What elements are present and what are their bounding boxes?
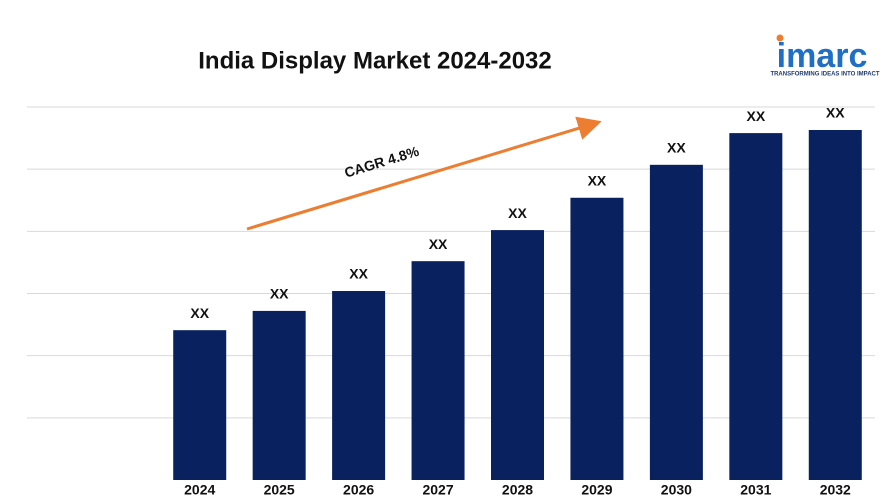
logo-name: imarc xyxy=(777,37,868,75)
data-label: XX xyxy=(190,305,209,321)
bar xyxy=(411,261,465,480)
chart-title: India Display Market 2024-2032 xyxy=(198,47,552,74)
bar xyxy=(649,164,703,480)
data-label: XX xyxy=(588,172,607,188)
cagr-arrow xyxy=(246,116,602,231)
x-tick-label: 2026 xyxy=(343,482,374,498)
x-tick-label: 2030 xyxy=(661,482,692,498)
x-tick-label: 2028 xyxy=(502,482,533,498)
data-label: XX xyxy=(667,140,686,156)
bar xyxy=(173,330,227,480)
bar xyxy=(570,197,624,480)
data-label: XX xyxy=(270,286,289,302)
data-label: XX xyxy=(429,236,448,252)
bar xyxy=(808,130,862,481)
x-tick-label: 2031 xyxy=(740,482,771,498)
x-tick-label: 2027 xyxy=(422,482,453,498)
data-label: XX xyxy=(746,108,765,124)
x-tick-label: 2024 xyxy=(184,482,215,498)
logo-dot xyxy=(776,34,784,42)
bar xyxy=(729,133,783,481)
logo-tagline: TRANSFORMING IDEAS INTO IMPACT xyxy=(770,72,879,78)
x-tick-label: 2029 xyxy=(581,482,612,498)
bar xyxy=(252,310,306,480)
data-label: XX xyxy=(508,205,527,221)
cagr-label: CAGR 4.8% xyxy=(342,143,421,181)
bar xyxy=(491,230,544,480)
x-tick-label: 2025 xyxy=(264,482,295,498)
bar xyxy=(332,291,386,480)
data-label: XX xyxy=(826,105,845,121)
x-tick-label: 2032 xyxy=(820,482,851,498)
data-label: XX xyxy=(349,266,368,282)
